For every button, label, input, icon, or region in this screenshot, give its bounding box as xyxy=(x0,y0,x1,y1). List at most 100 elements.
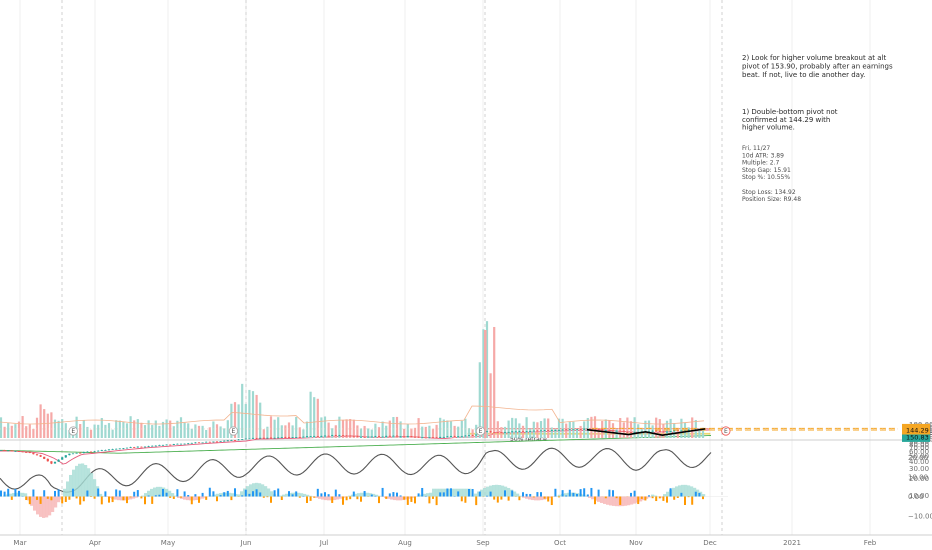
histogram-bar xyxy=(550,496,553,506)
osc-area xyxy=(408,496,412,499)
candle-body xyxy=(226,440,229,442)
osc-area xyxy=(687,485,691,497)
volume-bar xyxy=(197,425,201,438)
candle-body xyxy=(86,451,89,453)
candle-body xyxy=(471,435,474,436)
histogram-bar xyxy=(104,491,107,497)
histogram-bar xyxy=(46,496,49,499)
osc-area xyxy=(474,493,478,497)
histogram-bar xyxy=(291,494,294,497)
osc-area xyxy=(639,496,643,502)
osc-area xyxy=(186,496,190,501)
histogram-bar xyxy=(568,489,571,497)
candle-body xyxy=(21,451,24,453)
histogram-bar xyxy=(25,496,28,501)
osc-area xyxy=(426,493,430,497)
histogram-bar xyxy=(244,489,247,497)
volume-bar xyxy=(111,429,114,438)
candle-body xyxy=(68,453,71,456)
osc-area xyxy=(672,487,676,497)
chart-annotations: 2) Look for higher volume breakout at al… xyxy=(742,54,893,203)
candle-body xyxy=(295,437,298,438)
osc-area xyxy=(480,489,484,497)
candle-body xyxy=(316,436,319,437)
histogram-bar xyxy=(475,496,478,506)
volume-bar xyxy=(489,373,492,438)
osc-area xyxy=(564,493,568,497)
osc-area xyxy=(651,494,655,497)
candle-body xyxy=(561,429,564,431)
osc-area xyxy=(465,488,469,497)
osc-area xyxy=(45,496,49,518)
osc-area xyxy=(537,496,541,501)
candle-body xyxy=(0,450,3,451)
histogram-bar xyxy=(0,490,2,497)
osc-area xyxy=(225,492,229,497)
volume-bar xyxy=(302,429,305,438)
candle-body xyxy=(154,445,157,447)
histogram-bar xyxy=(43,490,46,497)
histogram-bar xyxy=(504,490,506,497)
candle-body xyxy=(428,437,431,439)
histogram-bar xyxy=(417,493,420,497)
candle-body xyxy=(280,437,283,439)
osc-area xyxy=(24,493,28,497)
histogram-bar xyxy=(561,490,564,497)
histogram-bar xyxy=(378,496,380,504)
volume-bar xyxy=(377,427,381,438)
histogram-bar xyxy=(82,496,85,502)
sma-200-line xyxy=(0,435,712,454)
volume-bar xyxy=(223,428,226,438)
volume-bar xyxy=(579,425,582,438)
osc-area xyxy=(159,486,163,497)
histogram-bar xyxy=(547,496,550,502)
time-tick-label: Mar xyxy=(13,539,26,547)
candle-body xyxy=(464,435,467,437)
candle-body xyxy=(197,442,201,444)
osc-area xyxy=(627,496,631,506)
histogram-bar xyxy=(396,492,398,497)
volume-bar xyxy=(7,423,10,438)
osc-area xyxy=(405,496,409,500)
osc-area xyxy=(99,493,103,497)
osc-area xyxy=(66,481,70,497)
osc-area xyxy=(48,496,52,516)
candle-body xyxy=(417,436,420,438)
osc-area xyxy=(525,496,529,499)
histogram-bar xyxy=(36,496,38,500)
volume-bar xyxy=(478,362,481,438)
histogram-bar xyxy=(248,493,251,497)
histogram-bar xyxy=(3,491,6,497)
annotation-stats-line: Fri, 11/27 xyxy=(742,145,770,152)
candle-body xyxy=(489,431,492,433)
volume-bar xyxy=(565,423,568,438)
histogram-bar xyxy=(583,488,586,497)
osc-area xyxy=(90,473,94,497)
osc-area xyxy=(702,494,706,497)
volume-bar xyxy=(493,326,496,438)
candle-body xyxy=(403,436,406,438)
volume-bar xyxy=(176,420,179,438)
histogram-bar xyxy=(298,496,301,498)
time-tick-label: May xyxy=(161,539,175,547)
osc-area xyxy=(315,496,319,498)
osc-area xyxy=(270,491,274,497)
volume-bar xyxy=(172,426,175,438)
histogram-bar xyxy=(648,495,650,497)
candle-body xyxy=(399,436,402,438)
osc-area xyxy=(501,485,505,497)
histogram-bar xyxy=(334,489,337,497)
volume-bar xyxy=(14,424,17,438)
histogram-bar xyxy=(651,496,654,499)
osc-area xyxy=(30,496,34,506)
histogram-bar xyxy=(633,490,636,497)
osc-area xyxy=(693,487,697,497)
volume-bar xyxy=(485,321,489,438)
osc-area xyxy=(237,494,241,497)
candlesticks[interactable] xyxy=(0,428,705,465)
histogram-bar xyxy=(540,492,542,497)
osc-area xyxy=(378,495,382,497)
volume-bar xyxy=(10,425,13,438)
